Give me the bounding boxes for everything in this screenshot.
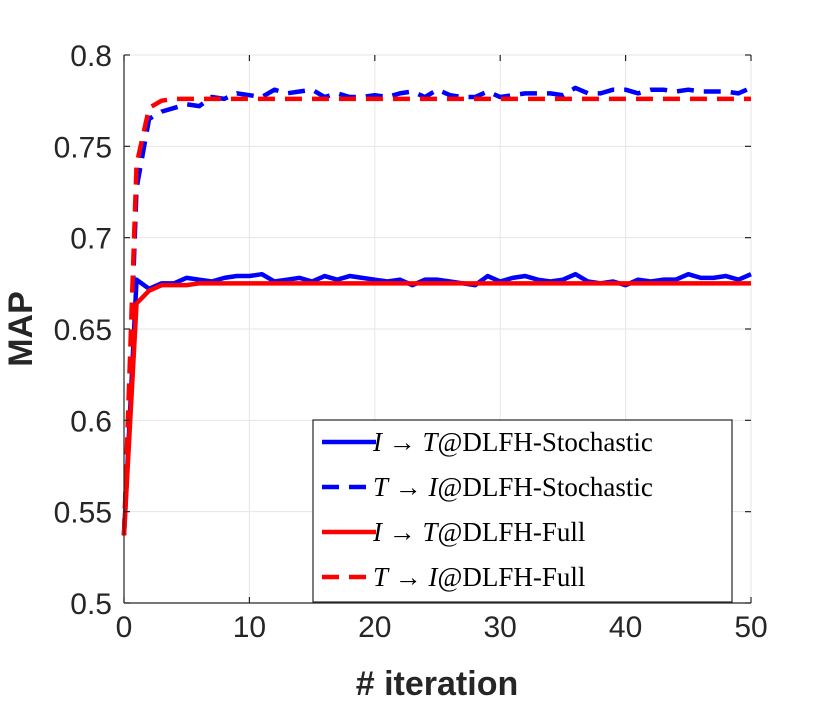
legend-suffix: @DLFH-Stochastic <box>438 472 653 502</box>
legend-arrow: → <box>388 472 429 502</box>
legend-label: I → T@DLFH-Stochastic <box>372 427 653 457</box>
y-tick-label: 0.5 <box>70 588 112 621</box>
series-line-4 <box>121 96 751 536</box>
legend-label: T → I@DLFH-Full <box>373 562 585 592</box>
legend-math-a: I <box>372 427 384 457</box>
x-tick-label: 0 <box>116 611 133 644</box>
legend-arrow: → <box>388 562 429 592</box>
legend-arrow: → <box>382 517 423 547</box>
x-tick-label: 30 <box>484 611 517 644</box>
legend-suffix: @DLFH-Full <box>438 562 586 592</box>
legend-suffix: @DLFH-Full <box>438 517 586 547</box>
y-tick-label: 0.7 <box>70 223 112 256</box>
y-tick-label: 0.65 <box>54 314 112 347</box>
legend-math-b: T <box>423 517 440 547</box>
legend-label: T → I@DLFH-Stochastic <box>373 472 653 502</box>
legend-math-a: I <box>372 517 384 547</box>
legend-arrow: → <box>382 427 423 457</box>
y-tick-label: 0.55 <box>54 497 112 530</box>
legend-label: I → T@DLFH-Full <box>372 517 585 547</box>
series-line-3 <box>121 281 751 536</box>
legend-math-b: I <box>428 562 440 592</box>
series-line-1 <box>121 271 752 536</box>
y-axis-label: MAP <box>2 291 40 367</box>
legend-entry-4: T → I@DLFH-Full <box>322 562 585 592</box>
grid <box>123 54 752 604</box>
y-tick-label: 0.6 <box>70 405 112 438</box>
y-tick-label: 0.75 <box>54 131 112 164</box>
legend-suffix: @DLFH-Stochastic <box>438 427 653 457</box>
legend-math-b: I <box>428 472 440 502</box>
legend-math-a: T <box>373 472 390 502</box>
x-axis-label: # iteration <box>356 665 518 703</box>
legend-entry-3: I → T@DLFH-Full <box>322 517 585 547</box>
x-tick-label: 50 <box>734 611 767 644</box>
legend-math-a: T <box>373 562 390 592</box>
ticks: 0 10 20 30 40 50 0.5 0.55 0.6 0.65 0.7 0.75 0.8 <box>54 40 768 644</box>
legend-math-b: T <box>423 427 440 457</box>
x-tick-label: 40 <box>609 611 642 644</box>
y-tick-label: 0.8 <box>70 40 112 73</box>
legend-entry-2: T → I@DLFH-Stochastic <box>322 472 653 502</box>
series-layer <box>121 85 752 536</box>
x-tick-label: 20 <box>358 611 391 644</box>
legend-box <box>312 419 733 603</box>
legend-entry-1: I → T@DLFH-Stochastic <box>322 427 653 457</box>
x-tick-label: 10 <box>233 611 266 644</box>
